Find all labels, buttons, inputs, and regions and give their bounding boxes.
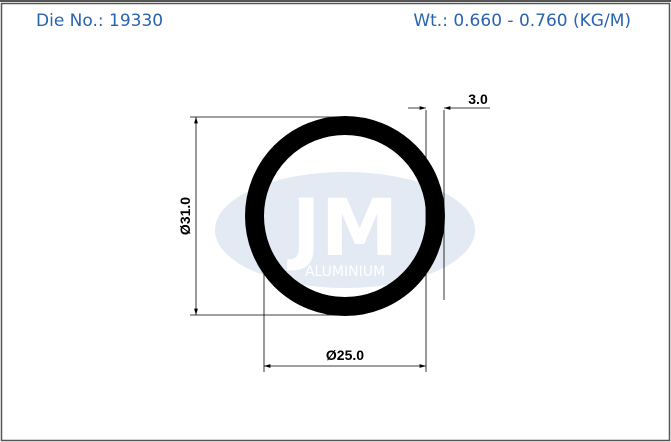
outer-dimension: Ø31.0 <box>177 116 345 316</box>
thickness: 3.0 <box>468 91 488 107</box>
outer-diameter: Ø31.0 <box>177 197 193 235</box>
watermark-logo: JM <box>287 184 399 274</box>
watermark: JM ALUMINIUM <box>215 172 475 288</box>
watermark-brand: ALUMINIUM <box>305 264 385 280</box>
tube-profile <box>245 116 445 316</box>
weight: Wt.: 0.660 - 0.760 (KG/M) <box>413 11 631 31</box>
watermark-ellipse <box>215 172 475 288</box>
inner-dimension: Ø25.0 <box>263 110 427 372</box>
inner-diameter: Ø25.0 <box>326 347 364 363</box>
die-number: Die No.: 19330 <box>36 11 163 31</box>
thickness-dimension: 3.0 <box>408 91 490 300</box>
